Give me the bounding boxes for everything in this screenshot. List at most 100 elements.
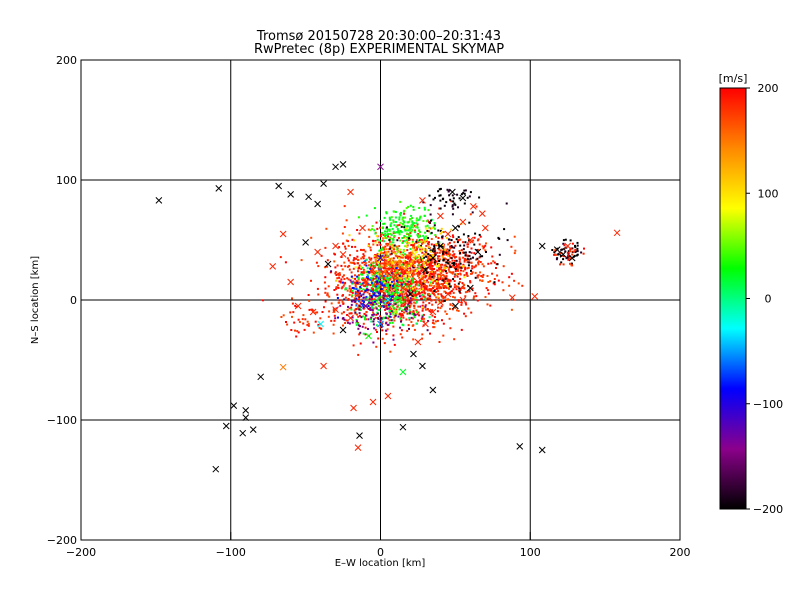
data-point xyxy=(383,284,386,287)
data-point xyxy=(356,320,358,323)
data-point xyxy=(404,237,407,240)
data-point xyxy=(386,283,389,286)
data-point xyxy=(416,239,419,242)
data-point xyxy=(372,240,375,243)
data-point xyxy=(372,302,375,305)
data-point xyxy=(365,277,368,280)
data-point xyxy=(448,238,451,241)
data-point xyxy=(398,231,401,234)
data-point xyxy=(383,256,386,259)
data-point xyxy=(436,281,439,284)
data-point xyxy=(398,218,401,221)
data-point xyxy=(409,256,412,259)
data-point xyxy=(411,250,414,253)
data-point xyxy=(372,288,374,291)
data-point xyxy=(450,228,453,231)
data-point xyxy=(379,306,382,309)
data-point xyxy=(429,281,432,284)
cross-point xyxy=(320,362,327,370)
data-point xyxy=(521,284,524,287)
data-point xyxy=(376,331,378,333)
data-point xyxy=(389,232,392,235)
data-point xyxy=(318,326,321,329)
data-point xyxy=(379,243,382,246)
data-point xyxy=(460,328,463,331)
data-point xyxy=(482,265,485,268)
data-point xyxy=(390,257,393,260)
data-point xyxy=(429,276,432,279)
data-point xyxy=(371,303,374,306)
data-point xyxy=(354,274,356,277)
data-point xyxy=(415,219,418,222)
data-point xyxy=(378,294,381,297)
data-point xyxy=(386,278,389,281)
data-point xyxy=(466,196,469,199)
data-point xyxy=(408,229,411,232)
data-point xyxy=(369,249,372,252)
data-point xyxy=(469,280,472,283)
data-point xyxy=(415,251,418,254)
data-point xyxy=(412,295,415,298)
data-point xyxy=(366,273,369,276)
data-point xyxy=(389,267,391,270)
data-point xyxy=(405,288,408,291)
data-point xyxy=(424,276,427,279)
data-point xyxy=(348,322,351,325)
cross-point xyxy=(222,422,230,430)
data-point xyxy=(406,267,409,270)
data-point xyxy=(406,271,409,274)
data-point xyxy=(457,309,460,312)
data-point xyxy=(443,299,446,302)
data-point xyxy=(384,261,387,264)
data-point xyxy=(358,232,361,235)
data-point xyxy=(425,285,428,287)
data-point xyxy=(457,282,460,285)
x-tick-label: −200 xyxy=(66,546,96,559)
data-point xyxy=(451,194,454,197)
data-point xyxy=(430,270,433,273)
data-point xyxy=(418,291,421,294)
data-point xyxy=(436,284,439,287)
data-point xyxy=(384,300,387,303)
data-point xyxy=(363,300,365,303)
data-point xyxy=(282,314,285,317)
data-point xyxy=(358,333,361,336)
data-point xyxy=(333,310,336,313)
data-point xyxy=(362,307,365,310)
data-point xyxy=(432,287,434,290)
data-point xyxy=(415,322,418,325)
data-point xyxy=(437,240,440,243)
data-point xyxy=(398,308,401,311)
data-point xyxy=(385,280,387,283)
data-point xyxy=(397,291,400,294)
data-point xyxy=(421,314,424,317)
data-point xyxy=(419,265,422,268)
data-point xyxy=(380,272,383,275)
data-point xyxy=(369,278,372,281)
data-point xyxy=(393,343,396,346)
data-point xyxy=(395,262,398,265)
data-point xyxy=(389,303,392,306)
colorbar-tick-label: 0 xyxy=(765,293,772,306)
data-point xyxy=(493,283,496,286)
data-point xyxy=(442,259,445,262)
data-point xyxy=(343,298,346,301)
cross-point xyxy=(302,239,309,246)
data-point xyxy=(468,258,471,261)
data-point xyxy=(381,322,384,325)
data-point xyxy=(369,277,372,279)
data-point xyxy=(418,259,421,262)
data-point xyxy=(455,273,458,276)
data-point xyxy=(392,284,394,287)
data-point xyxy=(510,308,513,311)
data-point xyxy=(424,284,426,287)
data-point xyxy=(372,285,375,288)
data-point xyxy=(447,254,450,257)
x-tick-label: −100 xyxy=(216,546,246,559)
data-point xyxy=(373,255,376,257)
data-point xyxy=(453,280,456,282)
data-point xyxy=(418,218,421,221)
data-point xyxy=(425,237,428,240)
data-point xyxy=(444,270,447,273)
